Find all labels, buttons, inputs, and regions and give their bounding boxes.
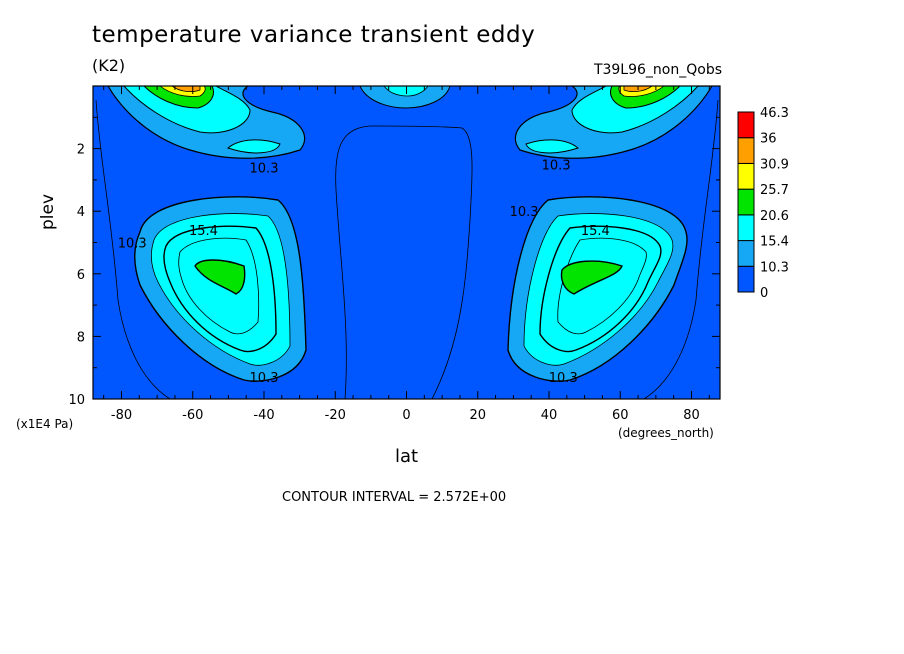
y-tick-label: 6 <box>77 268 85 283</box>
contour-label: 10.3 <box>250 371 279 386</box>
x-tick-label: 20 <box>469 408 486 423</box>
equator-minimum-line <box>335 125 473 399</box>
colorbar-swatch <box>737 188 755 216</box>
colorbar-swatch <box>737 214 755 242</box>
y-axis: 2 4 6 8 10 <box>68 116 720 408</box>
contour-label: 10.3 <box>250 161 279 176</box>
x-tick-label: -60 <box>182 408 203 423</box>
y-axis-label: plev <box>38 193 58 230</box>
x-tick-label: -40 <box>253 408 274 423</box>
contour-labels: 10.3 10.3 10.3 10.3 15.4 15.4 10.3 10.3 <box>118 158 610 386</box>
contour-interval: CONTOUR INTERVAL = 2.572E+00 <box>282 490 507 505</box>
x-tick-label: 80 <box>683 408 700 423</box>
colorbar-label: 15.4 <box>760 235 789 250</box>
north-upper-15-4 <box>571 86 699 134</box>
contour-label: 10.3 <box>542 158 571 173</box>
x-tick-label: 0 <box>402 408 410 423</box>
contour-fills <box>95 86 719 399</box>
colorbar-label: 20.6 <box>760 209 789 224</box>
colorbar-label: 25.7 <box>760 183 789 198</box>
y-tick-label: 10 <box>68 393 85 408</box>
north-max-20-6 <box>560 260 623 295</box>
x-axis-label: lat <box>395 446 419 467</box>
north-contour-15-4 <box>539 225 662 353</box>
colorbar-label: 30.9 <box>760 157 789 172</box>
x-axis: -80 -60 -40 -20 0 20 40 60 80 <box>103 86 710 423</box>
colorbar-swatch <box>737 265 755 293</box>
colorbar-label: 10.3 <box>760 260 789 275</box>
x-tick-label: -20 <box>325 408 346 423</box>
y-tick-label: 2 <box>77 143 85 158</box>
colorbar-swatch <box>737 240 755 267</box>
contour-label: 10.3 <box>549 371 578 386</box>
colorbar: 0 10.3 15.4 20.6 25.7 30.9 36 46.3 <box>737 106 789 301</box>
colorbar-label: 36 <box>760 132 777 147</box>
y-axis-units: (x1E4 Pa) <box>16 417 74 431</box>
south-max-20-6 <box>194 259 246 295</box>
colorbar-swatch <box>737 162 755 190</box>
units-label: (K2) <box>92 56 126 75</box>
colorbar-swatch <box>737 137 755 164</box>
experiment-label: T39L96_non_Qobs <box>593 62 722 78</box>
colorbar-label: 0 <box>760 286 768 301</box>
x-tick-label: -80 <box>111 408 132 423</box>
colorbar-swatch <box>737 111 755 139</box>
south-contour-18 <box>178 237 260 335</box>
south-contour-15-4 <box>163 225 277 353</box>
contour-label: 10.3 <box>118 237 147 252</box>
contour-label: 15.4 <box>581 224 610 239</box>
chart-title: temperature variance transient eddy <box>92 22 536 48</box>
contour-label: 15.4 <box>189 224 218 239</box>
x-axis-units: (degrees_north) <box>618 426 714 440</box>
colorbar-label: 46.3 <box>760 106 789 121</box>
south-upper-15-4 <box>123 86 251 134</box>
y-tick-label: 4 <box>77 205 85 220</box>
north-contour-18 <box>557 237 647 335</box>
south-upper-inner <box>226 139 281 154</box>
x-tick-label: 40 <box>541 408 558 423</box>
equator-upper-10-3 <box>359 86 451 109</box>
north-upper-inner <box>525 139 580 154</box>
x-tick-label: 60 <box>612 408 629 423</box>
y-tick-label: 8 <box>77 330 85 345</box>
contour-label: 10.3 <box>510 205 539 220</box>
